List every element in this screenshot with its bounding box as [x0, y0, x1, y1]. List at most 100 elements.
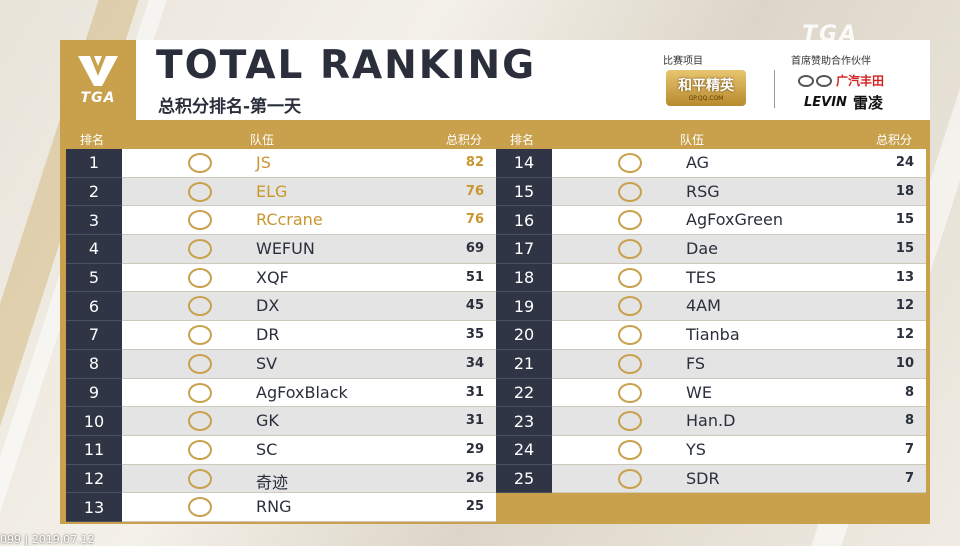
rank-cell: 25 [496, 464, 552, 494]
rank-cell: 7 [66, 321, 122, 350]
team-name: DX [256, 296, 280, 316]
rank-cell: 17 [496, 235, 552, 264]
team-name: SC [256, 439, 278, 459]
ys-logo-icon [618, 439, 642, 460]
tga-logo-text: TGA [80, 90, 116, 106]
rank-cell: 13 [66, 493, 122, 522]
hand-logo-icon [618, 411, 642, 432]
rank-cell: 6 [66, 292, 122, 322]
team-points: 7 [904, 470, 914, 486]
column-header: 排名 队伍 总积分 [496, 128, 926, 149]
team-name: RSG [686, 181, 720, 201]
table-row: 19 4AM 12 [496, 292, 926, 322]
dx-logo-icon [188, 296, 212, 317]
levin-text: LEVIN [804, 95, 847, 110]
team-points: 15 [895, 212, 914, 228]
rank-cell: 18 [496, 263, 552, 293]
rank-cell: 1 [66, 149, 122, 178]
team-name: SDR [686, 468, 720, 488]
tianba-logo-icon [618, 325, 642, 346]
team-points: 8 [904, 384, 914, 400]
rank-cell: 21 [496, 349, 552, 379]
game-logo-main: 和平精英 [678, 77, 734, 94]
table-row: 15 RSG 18 [496, 177, 926, 207]
column-header: 排名 队伍 总积分 [66, 128, 496, 149]
rank-cell: 11 [66, 435, 122, 465]
sc-logo-icon [188, 439, 212, 460]
table-row: 21 FS 10 [496, 349, 926, 379]
team-name: GK [256, 411, 279, 431]
row-body: TES 13 [552, 263, 926, 293]
team-name: 奇迹 [256, 472, 289, 492]
page-title: TOTAL RANKING [156, 43, 537, 88]
elg-logo-icon [188, 181, 212, 202]
rank-cell: 10 [66, 407, 122, 436]
team-points: 51 [465, 269, 484, 285]
table-row: 20 Tianba 12 [496, 321, 926, 350]
ag-logo-icon [618, 153, 642, 173]
ranking-table: 排名 队伍 总积分 1 JS 82 2 ELG 76 3 RCcrane 76 4 WEFUN 69 5… [60, 120, 930, 524]
toyota-text: 广汽丰田 [836, 74, 885, 88]
tga-logo: TGA [60, 40, 136, 120]
rank-cell: 23 [496, 407, 552, 436]
row-body: WE 8 [552, 378, 926, 408]
table-row: 10 GK 31 [66, 407, 496, 436]
row-body: RNG 25 [122, 493, 496, 522]
fs-logo-icon [618, 353, 642, 374]
team-name: AgFoxGreen [686, 210, 783, 230]
table-row: 16 AgFoxGreen 15 [496, 206, 926, 236]
agfoxgreen-logo-icon [618, 210, 642, 231]
sponsor-label-game: 比赛项目 [663, 56, 703, 67]
agfoxblack-logo-icon [188, 382, 212, 403]
table-row: 6 DX 45 [66, 292, 496, 322]
header-points: 总积分 [446, 133, 483, 147]
team-points: 26 [465, 470, 484, 486]
team-points: 7 [904, 441, 914, 457]
table-row: 14 AG 24 [496, 149, 926, 178]
toyota-sponsor-logo: 广汽丰田 [798, 72, 884, 89]
rank-cell: 3 [66, 206, 122, 236]
team-name: RCcrane [256, 210, 323, 230]
team-name: YS [686, 439, 706, 459]
row-body: AG 24 [552, 149, 926, 178]
row-body: 4AM 12 [552, 292, 926, 322]
row-body: Tianba 12 [552, 321, 926, 350]
we-logo-icon [618, 382, 642, 403]
row-body: DR 35 [122, 321, 496, 350]
qiji-logo-icon [188, 468, 212, 489]
table-row: 17 Dae 15 [496, 235, 926, 264]
table-row: 13 RNG 25 [66, 493, 496, 522]
dae-logo-icon [618, 239, 642, 260]
team-name: 4AM [686, 296, 721, 316]
ranking-column-left: 排名 队伍 总积分 1 JS 82 2 ELG 76 3 RCcrane 76 4 WEFUN 69 5… [66, 128, 496, 522]
table-row: 9 AgFoxBlack 31 [66, 378, 496, 408]
row-body: SV 34 [122, 349, 496, 379]
table-row: 3 RCcrane 76 [66, 206, 496, 236]
rank-cell: 19 [496, 292, 552, 322]
rank-cell: 5 [66, 263, 122, 293]
game-logo: 和平精英 GP.QQ.COM [666, 70, 746, 106]
rank-cell: 24 [496, 435, 552, 465]
team-points: 76 [465, 183, 484, 199]
row-body: DX 45 [122, 292, 496, 322]
team-name: SV [256, 353, 278, 373]
team-points: 12 [895, 327, 914, 343]
team-points: 35 [465, 327, 484, 343]
rng-logo-icon [188, 497, 212, 518]
team-points: 82 [465, 155, 484, 170]
dr-logo-icon [188, 325, 212, 346]
team-points: 31 [465, 413, 484, 429]
team-points: 13 [895, 269, 914, 285]
table-row: 25 SDR 7 [496, 464, 926, 494]
team-name: ELG [256, 181, 288, 201]
row-body: SDR 7 [552, 464, 926, 494]
sdr-logo-icon [618, 468, 642, 489]
team-points: 18 [895, 183, 914, 199]
team-name: Han.D [686, 411, 736, 431]
table-row: 12 奇迹 26 [66, 464, 496, 494]
sponsor-divider [774, 70, 775, 108]
table-row: 8 SV 34 [66, 349, 496, 379]
rank-cell: 22 [496, 378, 552, 408]
row-body: YS 7 [552, 435, 926, 465]
team-points: 69 [465, 241, 484, 257]
